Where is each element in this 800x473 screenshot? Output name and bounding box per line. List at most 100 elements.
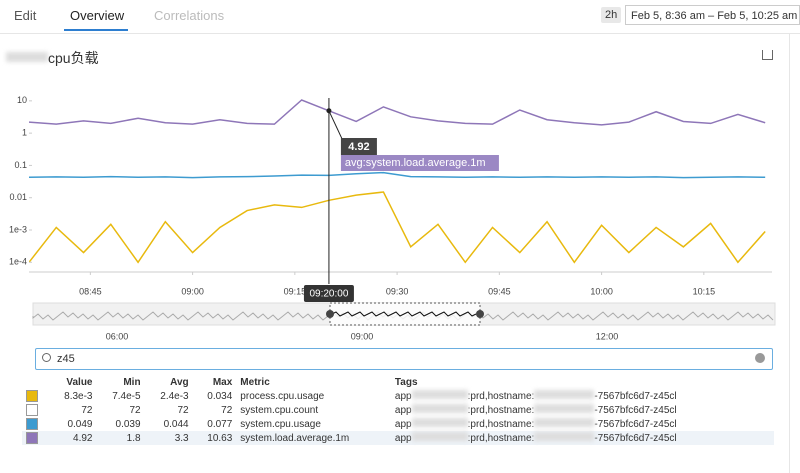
- navigator-tick-label: 06:00: [106, 331, 129, 341]
- navigator-handle[interactable]: [476, 310, 484, 318]
- tooltip-value-bg: [340, 138, 377, 155]
- divider: [0, 33, 800, 34]
- cell-max: 0.077: [207, 418, 233, 430]
- x-tick-label: 10:00: [590, 286, 613, 296]
- legend-row[interactable]: 8.3e-3 7.4e-5 2.4e-3 0.034 process.cpu.usage…: [22, 389, 774, 403]
- redacted: [534, 404, 595, 413]
- cursor-time-bg: [303, 285, 354, 302]
- column-header: Metric: [240, 376, 270, 388]
- tag-part: -7567bfc6d7-z45cl: [594, 433, 677, 444]
- cell-metric: process.cpu.usage: [240, 390, 325, 402]
- cell-metric: system.cpu.usage: [240, 418, 321, 430]
- tab[interactable]: Edit: [14, 8, 37, 23]
- search-box[interactable]: [35, 348, 773, 370]
- tag-part: app: [394, 391, 412, 402]
- legend-row[interactable]: 4.92 1.8 3.3 10.63 system.load.average.1m app…: [22, 431, 774, 445]
- redacted: [411, 404, 468, 413]
- clear-icon[interactable]: [755, 353, 765, 363]
- y-tick-label: 1e-3: [9, 224, 27, 234]
- sidebar-border: [789, 34, 790, 473]
- column-header: Tags: [394, 376, 418, 388]
- cell-tags: app:prd,hostname: -7567bfc6d7-z45cl: [391, 431, 774, 445]
- legend-table: Value Min Avg Max Metric Tags 8.3e-3 7.4e-5 2.4e…: [22, 375, 774, 445]
- cell-min: 0.039: [115, 418, 141, 430]
- swatch-cell: [22, 403, 48, 417]
- cell-tags: app :prd,hostname: -7567bfc6d7-z45cl: [391, 417, 774, 431]
- y-tick-label: 1e-4: [9, 257, 27, 267]
- cell-max: 0.034: [207, 390, 233, 402]
- tag-part: -7567bfc6d7-z45cl: [594, 391, 677, 402]
- x-tick-label: 09:00: [181, 286, 204, 296]
- tag-part: app: [394, 405, 412, 416]
- navigator-tick-label: 09:00: [351, 331, 374, 341]
- column-header: Value: [66, 376, 93, 388]
- swatch: [26, 404, 38, 416]
- cell-min: 72: [129, 404, 141, 416]
- tag-part: :prd,hostname:: [467, 419, 535, 430]
- tab-underline: [64, 29, 128, 31]
- cell-avg: 0.044: [163, 418, 189, 430]
- legend-row[interactable]: 0.049 0.039 0.044 0.077 system.cpu.usage app:…: [22, 417, 774, 431]
- series-line: [29, 99, 766, 126]
- cell-tags: app :prd,hostname: -7567bfc6d7-z45cl: [391, 403, 774, 417]
- search-text[interactable]: z45: [57, 353, 75, 365]
- tag-part: :prd,hostname:: [467, 391, 535, 402]
- cell-metric: system.cpu.count: [240, 404, 319, 416]
- swatch: [26, 390, 38, 402]
- share-icon[interactable]: [762, 50, 773, 60]
- tooltip-value: 4.92: [348, 141, 369, 153]
- cell-value: 72: [81, 404, 93, 416]
- swatch: [26, 418, 38, 430]
- redacted: [534, 418, 595, 427]
- time-preset[interactable]: 2h: [601, 7, 622, 23]
- cell-max: 10.63: [207, 432, 233, 444]
- cell-value: 8.3e-3: [64, 390, 93, 402]
- cell-metric: system.load.average.1m: [240, 432, 350, 444]
- cursor-time: 09:20:00: [309, 289, 348, 300]
- redacted: [534, 390, 595, 399]
- column-header: Max: [212, 376, 233, 388]
- tooltip-label-bg: [340, 155, 499, 171]
- cell-min: 7.4e-5: [112, 390, 141, 402]
- series-line: [29, 171, 766, 179]
- x-tick-label: 09:15: [284, 286, 307, 296]
- legend-row[interactable]: 72 72 72 72 system.cpu.count app :prd,hostname…: [22, 403, 774, 417]
- swatch-cell: [22, 417, 48, 431]
- redacted: [534, 432, 595, 441]
- redacted: [411, 432, 468, 441]
- x-tick-label: 08:45: [79, 286, 102, 296]
- swatch-cell: [22, 431, 48, 445]
- tab-active[interactable]: Overview: [70, 8, 125, 23]
- tag-part: -7567bfc6d7-z45cl: [594, 405, 677, 416]
- cell-avg: 3.3: [174, 432, 189, 444]
- cell-max: 72: [221, 404, 233, 416]
- tag-part: app: [394, 433, 412, 444]
- cell-avg: 2.4e-3: [160, 390, 189, 402]
- navigator-tick-label: 12:00: [596, 331, 619, 341]
- spacer: [22, 375, 48, 389]
- column-header: Avg: [170, 376, 189, 388]
- series-line: [29, 191, 766, 264]
- tag-part: -7567bfc6d7-z45cl: [594, 419, 677, 430]
- cell-avg: 72: [177, 404, 189, 416]
- redacted: [411, 418, 468, 427]
- navigator-handle[interactable]: [326, 310, 334, 318]
- column-header: Min: [123, 376, 141, 388]
- tooltip-leader: [328, 110, 344, 142]
- tab[interactable]: Correlations: [154, 8, 225, 23]
- y-tick-label: 0.01: [9, 192, 27, 202]
- navigator-window-trace: [331, 311, 477, 317]
- tooltip-label: avg:system.load.average.1m: [345, 157, 486, 169]
- y-tick-label: 0.1: [14, 160, 27, 170]
- y-tick-label: 10: [17, 95, 27, 105]
- cell-tags: app :prd,hostname: -7567bfc6d7-z45cl: [391, 389, 774, 403]
- tag-part: :prd,hostname:: [467, 405, 535, 416]
- swatch-cell: [22, 389, 48, 403]
- y-tick-label: 1: [22, 128, 27, 138]
- tag-part: app: [394, 419, 412, 430]
- search-icon: [42, 353, 51, 362]
- x-tick-label: 09:45: [488, 286, 511, 296]
- x-tick-label: 09:30: [386, 286, 409, 296]
